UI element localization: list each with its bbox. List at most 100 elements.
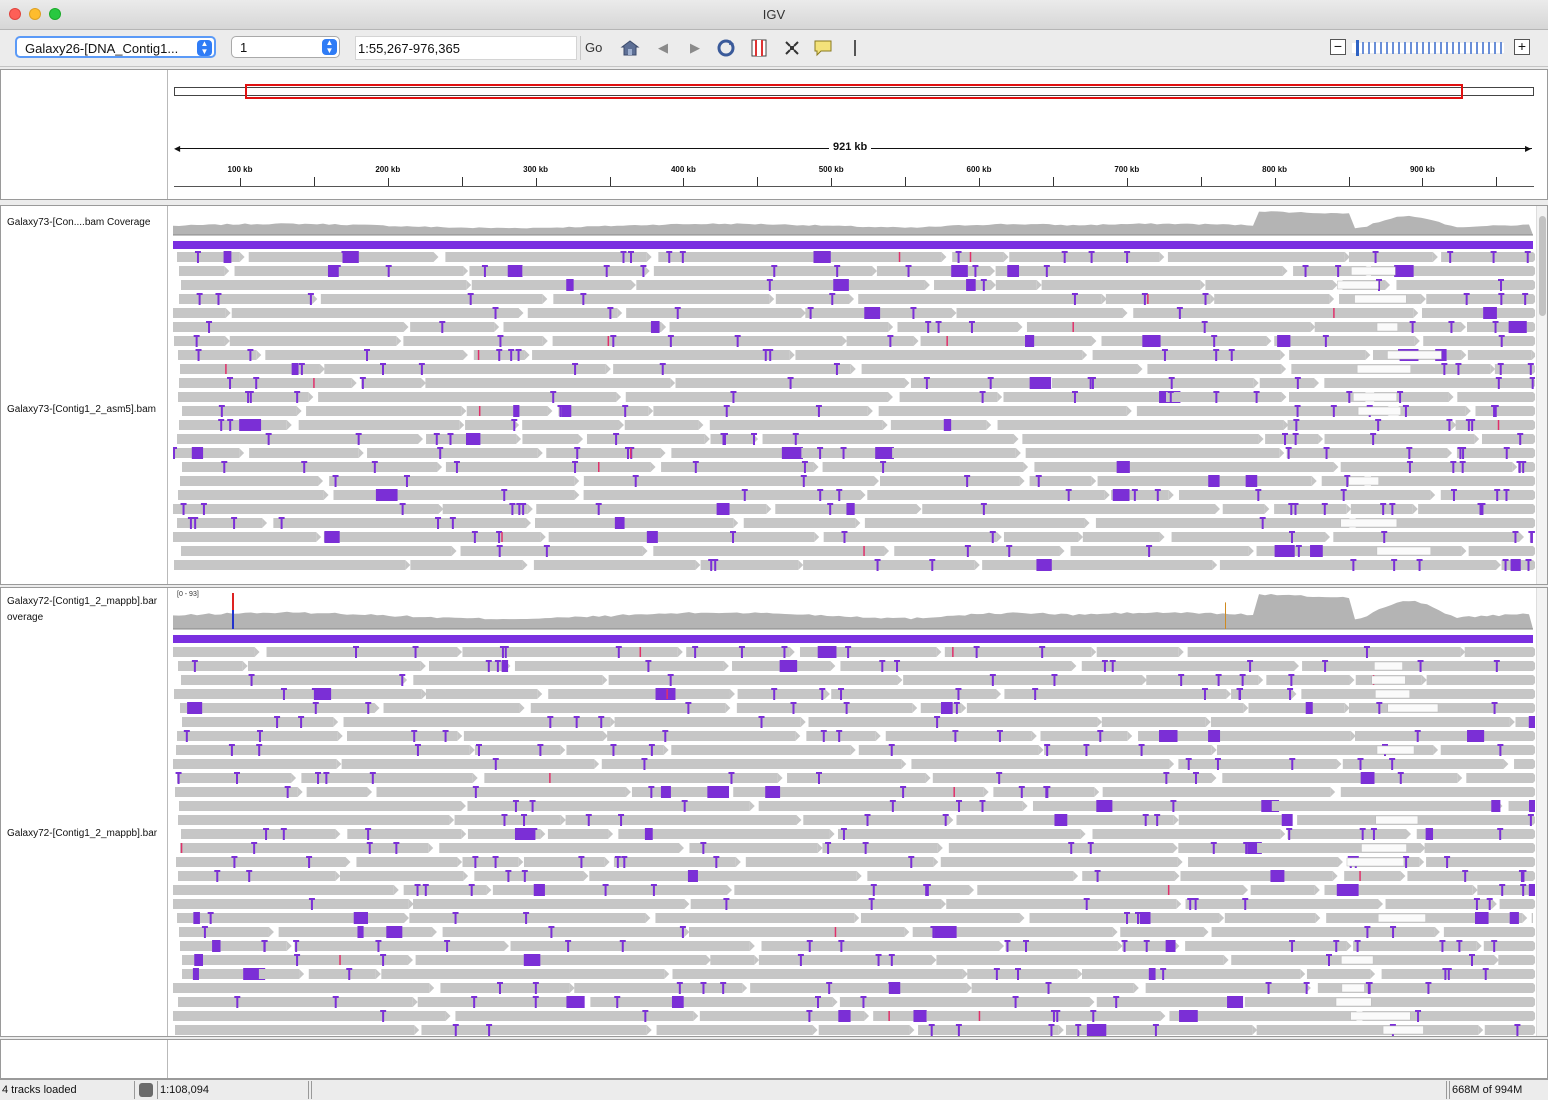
zoom-level-tick[interactable]: [1362, 42, 1364, 54]
insertion-marker: [1165, 940, 1176, 952]
insertion-marker: [1501, 884, 1504, 896]
alignment-read: [440, 983, 570, 993]
read-strand-arrow: [986, 420, 992, 430]
read-strand-arrow: [789, 350, 795, 360]
alignment-read: [997, 420, 1284, 430]
insertion-marker: [1529, 814, 1532, 826]
insertion-marker: [1179, 1010, 1198, 1022]
zoom-level-tick[interactable]: [1410, 42, 1412, 54]
zoom-level-tick[interactable]: [1392, 42, 1394, 54]
zoom-level-tick[interactable]: [1386, 42, 1388, 54]
insertion-marker: [1518, 461, 1521, 473]
vertical-scrollbar[interactable]: [1536, 206, 1547, 584]
back-icon[interactable]: ◀: [658, 40, 668, 55]
zoom-level-tick[interactable]: [1416, 42, 1418, 54]
refresh-icon[interactable]: [716, 38, 736, 58]
insertion-marker-cap: [880, 461, 887, 463]
resize-icon[interactable]: [782, 38, 802, 58]
chromosome-select[interactable]: 1 ▲ ▼: [231, 36, 340, 58]
region-of-interest-icon[interactable]: [749, 38, 769, 58]
alignment-read: [743, 518, 856, 528]
insertion-marker-cap: [1243, 842, 1250, 844]
alignment-read: [803, 815, 949, 825]
insertion-marker: [1295, 419, 1298, 431]
zoom-level-tick[interactable]: [1428, 42, 1430, 54]
insertion-marker: [1450, 321, 1453, 333]
zoom-level-tick[interactable]: [1494, 42, 1496, 54]
insertion-marker-cap: [1071, 391, 1078, 393]
zoom-in-button[interactable]: +: [1514, 39, 1530, 55]
zoom-slider[interactable]: [1352, 39, 1510, 57]
zoom-level-tick[interactable]: [1446, 42, 1448, 54]
zoom-level-tick[interactable]: [1380, 42, 1382, 54]
zoom-level-tick[interactable]: [1404, 42, 1406, 54]
zoom-level-tick[interactable]: [1422, 42, 1424, 54]
minimize-window-icon[interactable]: [29, 8, 41, 20]
alignment-view-mappb[interactable]: [173, 588, 1535, 1037]
zoom-level-tick[interactable]: [1482, 42, 1484, 54]
zoom-level-tick[interactable]: [1368, 42, 1370, 54]
popup-info-icon[interactable]: [813, 38, 833, 58]
zoom-level-tick[interactable]: [1458, 42, 1460, 54]
zoom-level-tick[interactable]: [1440, 42, 1442, 54]
insertion-marker: [1528, 884, 1535, 896]
zoom-level-tick[interactable]: [1500, 42, 1502, 54]
insertion-marker: [1204, 293, 1207, 305]
insertion-marker: [966, 279, 976, 291]
insertion-marker-cap: [496, 982, 503, 984]
maximize-window-icon[interactable]: [49, 8, 61, 20]
insertion-marker: [250, 674, 253, 686]
zoom-level-tick[interactable]: [1434, 42, 1436, 54]
insertion-marker-cap: [1215, 674, 1222, 676]
insertion-marker: [1194, 772, 1197, 784]
insertion-marker-cap: [1045, 982, 1052, 984]
zoom-level-tick[interactable]: [1398, 42, 1400, 54]
insertion-marker: [1148, 968, 1156, 980]
insertion-marker-cap: [1450, 461, 1457, 463]
read-strand-arrow: [625, 787, 631, 797]
zoom-out-button[interactable]: −: [1330, 39, 1346, 55]
read-strand-arrow: [645, 913, 651, 923]
read-strand-arrow: [239, 448, 245, 458]
zoom-level-tick[interactable]: [1452, 42, 1454, 54]
locus-input[interactable]: 1:55,267-976,365: [355, 36, 577, 60]
vertical-scrollbar[interactable]: [1536, 588, 1547, 1036]
ruler-tick: [1052, 177, 1054, 186]
mismatch-marker: [630, 448, 632, 458]
insertion-marker-cap: [537, 744, 544, 746]
read-strand-arrow: [616, 392, 622, 402]
insertion-marker-cap: [607, 307, 614, 309]
chromosome-ideogram[interactable]: [174, 87, 1534, 96]
insertion-marker: [825, 646, 832, 658]
alignment-track-label[interactable]: Galaxy73-[Contig1_2_asm5].bam: [7, 404, 156, 415]
ruler-line-icon[interactable]: [845, 38, 865, 58]
insertion-marker: [574, 461, 577, 473]
zoom-level-tick[interactable]: [1488, 42, 1490, 54]
insertion-marker-cap: [843, 702, 850, 704]
alignment-track-label[interactable]: Galaxy72-[Contig1_2_mappb].bar: [7, 828, 158, 839]
forward-icon[interactable]: ▶: [690, 40, 700, 55]
zoom-level-tick[interactable]: [1470, 42, 1472, 54]
insertion-marker-cap: [1527, 363, 1534, 365]
zoom-level-tick[interactable]: [1476, 42, 1478, 54]
read-strand-arrow: [1325, 532, 1331, 542]
go-button[interactable]: Go: [580, 36, 602, 60]
insertion-marker: [936, 716, 939, 728]
zoom-level-tick[interactable]: [1374, 42, 1376, 54]
alignment-view-asm5[interactable]: [173, 206, 1535, 585]
coverage-track-label[interactable]: Galaxy72-[Contig1_2_mappb].bar: [7, 596, 158, 607]
insertion-marker: [1481, 503, 1484, 515]
insertion-marker: [650, 321, 660, 333]
insertion-marker-cap: [247, 349, 254, 351]
home-icon[interactable]: [620, 38, 640, 58]
coverage-track-label[interactable]: Galaxy73-[Con....bam Coverage: [7, 217, 151, 228]
insertion-marker: [702, 982, 705, 994]
read-strand-arrow: [333, 717, 339, 727]
insertion-marker: [1216, 758, 1219, 770]
zoom-level-tick[interactable]: [1464, 42, 1466, 54]
insertion-marker: [1411, 321, 1414, 333]
genome-select[interactable]: Galaxy26-[DNA_Contig1... ▲ ▼: [15, 36, 216, 58]
insertion-marker-cap: [751, 433, 758, 435]
scrollbar-thumb[interactable]: [1539, 216, 1546, 316]
close-window-icon[interactable]: [9, 8, 21, 20]
